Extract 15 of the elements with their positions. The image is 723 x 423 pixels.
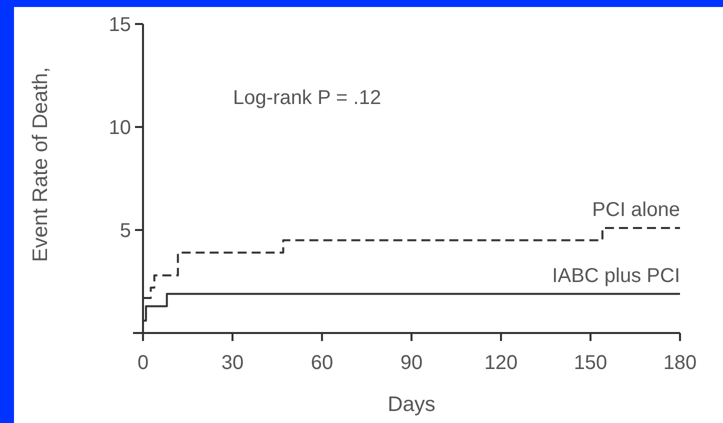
x-tick-label: 180 [663, 352, 697, 374]
y-tick-label: 15 [108, 14, 131, 36]
x-tick-label: 60 [310, 352, 334, 374]
annotation: Log-rank P = .12 [233, 87, 382, 109]
y-tick-label: 10 [108, 117, 131, 139]
x-tick-label: 90 [400, 352, 423, 374]
y-tick-label: 5 [120, 220, 131, 242]
series-label: IABC plus PCI [552, 264, 680, 287]
x-tick-label: 150 [574, 352, 608, 374]
x-axis-title: Days [388, 393, 436, 416]
y-axis-title: Event Rate of Death, [29, 67, 52, 262]
series-label: PCI alone [592, 198, 680, 221]
x-tick-label: 30 [221, 352, 244, 374]
x-tick-label: 0 [137, 352, 149, 374]
x-tick-label: 120 [484, 352, 518, 374]
